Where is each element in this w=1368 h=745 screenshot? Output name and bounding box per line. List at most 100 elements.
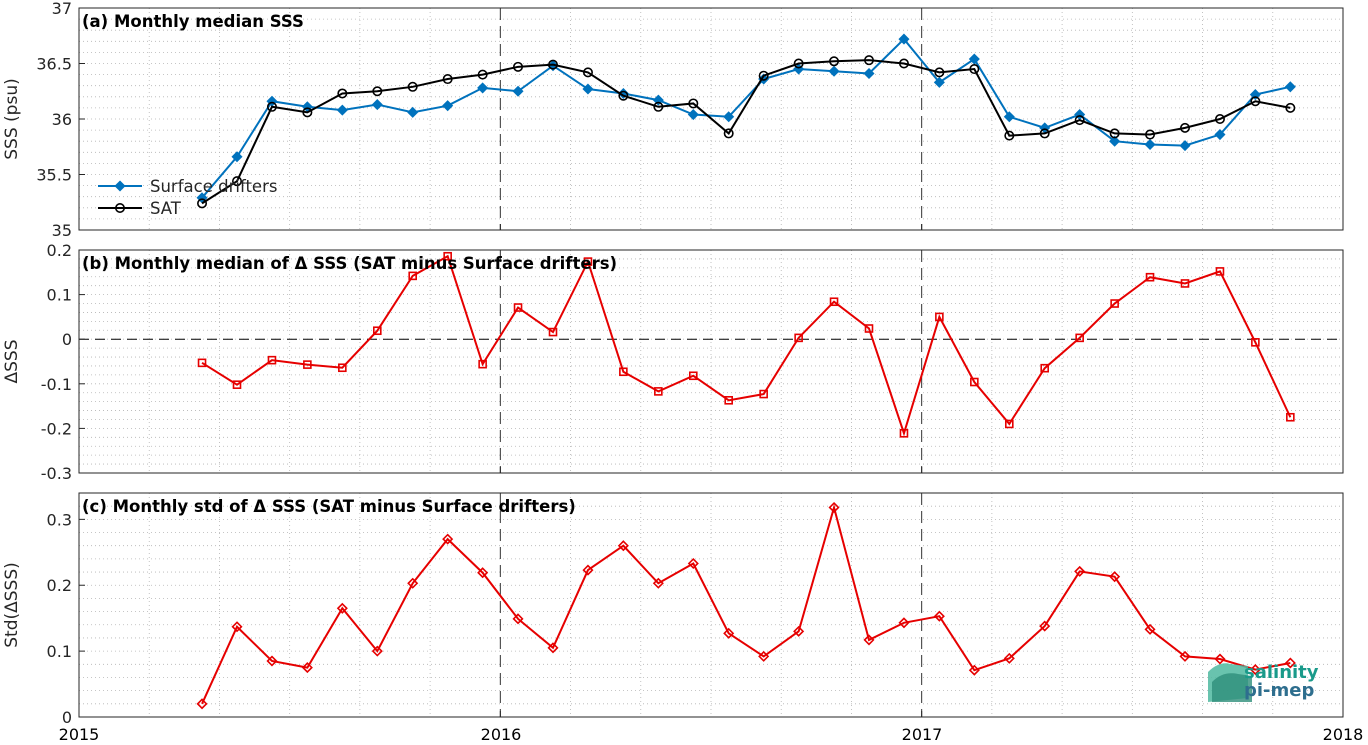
data-point xyxy=(619,367,628,377)
data-point xyxy=(231,621,243,633)
data-point xyxy=(687,557,699,570)
data-point xyxy=(969,64,980,75)
data-point xyxy=(687,109,699,121)
data-point xyxy=(654,387,663,396)
chart-panel-2: -0.3 -0.2 -0.1 0 0.1 0.2 ΔSSS (b) Monthly media… xyxy=(2,241,1344,483)
data-point xyxy=(442,100,454,112)
data-point xyxy=(1214,129,1226,141)
data-point xyxy=(1109,128,1120,139)
data-point xyxy=(935,312,944,322)
data-point xyxy=(618,90,629,101)
data-point xyxy=(231,151,243,163)
y-tick-label: 0.2 xyxy=(47,241,72,260)
chart-title: (a) Monthly median SSS xyxy=(82,12,304,31)
chart-title: (c) Monthly std of Δ SSS (SAT minus Surf… xyxy=(82,497,576,516)
y-tick-label: -0.3 xyxy=(41,464,72,483)
data-point xyxy=(794,333,803,343)
chart-panel-3: 0 0.1 0.2 0.3 Std(ΔSSS) (c) Monthly std of Δ … xyxy=(2,492,1344,727)
data-point xyxy=(934,67,945,78)
legend-entry: SAT xyxy=(150,199,182,218)
data-point xyxy=(477,567,489,579)
x-axis-tick-labels: 2015 2016 2017 2018 xyxy=(59,725,1364,744)
y-axis-label: ΔSSS xyxy=(2,339,22,383)
data-point xyxy=(1249,664,1261,676)
data-point xyxy=(196,698,208,710)
data-point xyxy=(512,613,524,625)
data-point xyxy=(724,396,733,405)
data-point xyxy=(898,33,910,45)
series-surface-drifters xyxy=(196,33,1296,204)
data-point xyxy=(863,634,875,646)
x-tick-label: 2015 xyxy=(59,725,100,744)
data-point xyxy=(232,176,243,187)
data-point xyxy=(863,67,875,80)
data-point xyxy=(1039,620,1051,632)
data-point xyxy=(408,271,417,281)
data-point xyxy=(1110,299,1119,308)
data-point xyxy=(477,69,488,80)
data-point xyxy=(898,617,910,629)
y-tick-label: 0.1 xyxy=(47,642,72,661)
data-point xyxy=(653,101,664,112)
series-line xyxy=(201,59,1291,205)
data-point xyxy=(1075,333,1084,343)
data-point xyxy=(302,107,313,118)
panels: 35 35.5 36 36.5 37 SSS (psu) (a) Monthly media… xyxy=(2,0,1344,727)
series-sat xyxy=(197,55,1296,209)
data-point xyxy=(1215,267,1225,276)
y-tick-label: 0.1 xyxy=(47,286,72,305)
data-point xyxy=(723,111,735,123)
y-tick-label: 35 xyxy=(52,221,72,240)
data-point xyxy=(197,358,207,368)
data-point xyxy=(1251,338,1260,347)
data-point xyxy=(759,389,768,399)
data-point xyxy=(864,324,874,333)
axes-box xyxy=(78,249,1344,474)
logo-text-salinity: salinity xyxy=(1244,662,1319,683)
data-point xyxy=(407,106,419,118)
data-point xyxy=(1144,138,1156,151)
data-point xyxy=(373,326,382,336)
data-point xyxy=(407,81,418,92)
data-point xyxy=(1074,115,1085,126)
data-point xyxy=(970,377,979,387)
data-point xyxy=(688,98,699,109)
data-point xyxy=(478,359,487,369)
data-point xyxy=(115,203,126,214)
y-tick-label: -0.1 xyxy=(41,375,72,394)
data-point xyxy=(899,429,909,438)
data-point xyxy=(513,61,524,72)
data-point xyxy=(689,371,698,381)
x-tick-label: 2016 xyxy=(481,725,522,744)
data-point xyxy=(1179,140,1191,152)
data-point xyxy=(582,83,594,95)
axes-box xyxy=(78,492,1344,718)
series-delta xyxy=(196,501,1296,710)
data-point xyxy=(513,303,523,312)
legend-entry: Surface drifters xyxy=(150,177,277,196)
data-point xyxy=(829,56,840,67)
data-point xyxy=(898,58,909,69)
data-point xyxy=(232,380,242,389)
data-point xyxy=(828,65,840,77)
chart-title: (b) Monthly median of Δ SSS (SAT minus S… xyxy=(82,254,617,273)
y-tick-label: 36.5 xyxy=(36,55,72,74)
x-tick-label: 2018 xyxy=(1323,725,1364,744)
data-point xyxy=(829,297,839,307)
data-point xyxy=(1109,135,1121,147)
data-point xyxy=(337,88,348,99)
data-point xyxy=(1040,363,1049,373)
data-point xyxy=(723,627,735,639)
chart-panel-1: 35 35.5 36 36.5 37 SSS (psu) (a) Monthly media… xyxy=(2,0,1344,240)
data-point xyxy=(793,625,805,637)
y-tick-label: 35.5 xyxy=(36,166,72,185)
y-tick-label: 0.2 xyxy=(47,576,72,595)
data-point xyxy=(547,59,558,70)
data-point xyxy=(336,104,348,116)
data-point xyxy=(1144,623,1156,635)
data-point xyxy=(758,70,769,81)
data-point xyxy=(1074,565,1086,577)
data-point xyxy=(1145,129,1156,140)
data-point xyxy=(933,610,945,622)
